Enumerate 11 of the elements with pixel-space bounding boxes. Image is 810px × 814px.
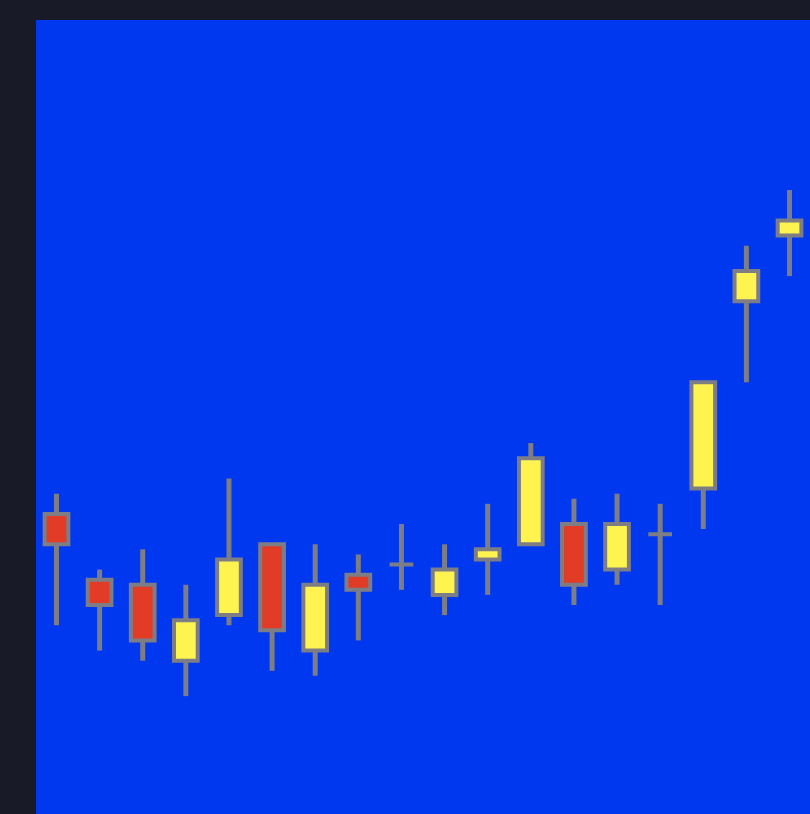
candlestick xyxy=(387,521,416,593)
candlestick xyxy=(603,491,631,588)
candlestick xyxy=(42,491,71,628)
candlestick xyxy=(171,582,200,699)
candlestick xyxy=(344,551,373,643)
candlestick xyxy=(473,501,502,598)
candlestick xyxy=(646,501,675,608)
candlestick xyxy=(732,243,761,385)
candlestick xyxy=(430,541,459,618)
candlestick xyxy=(775,187,804,279)
candlestick xyxy=(85,567,114,654)
